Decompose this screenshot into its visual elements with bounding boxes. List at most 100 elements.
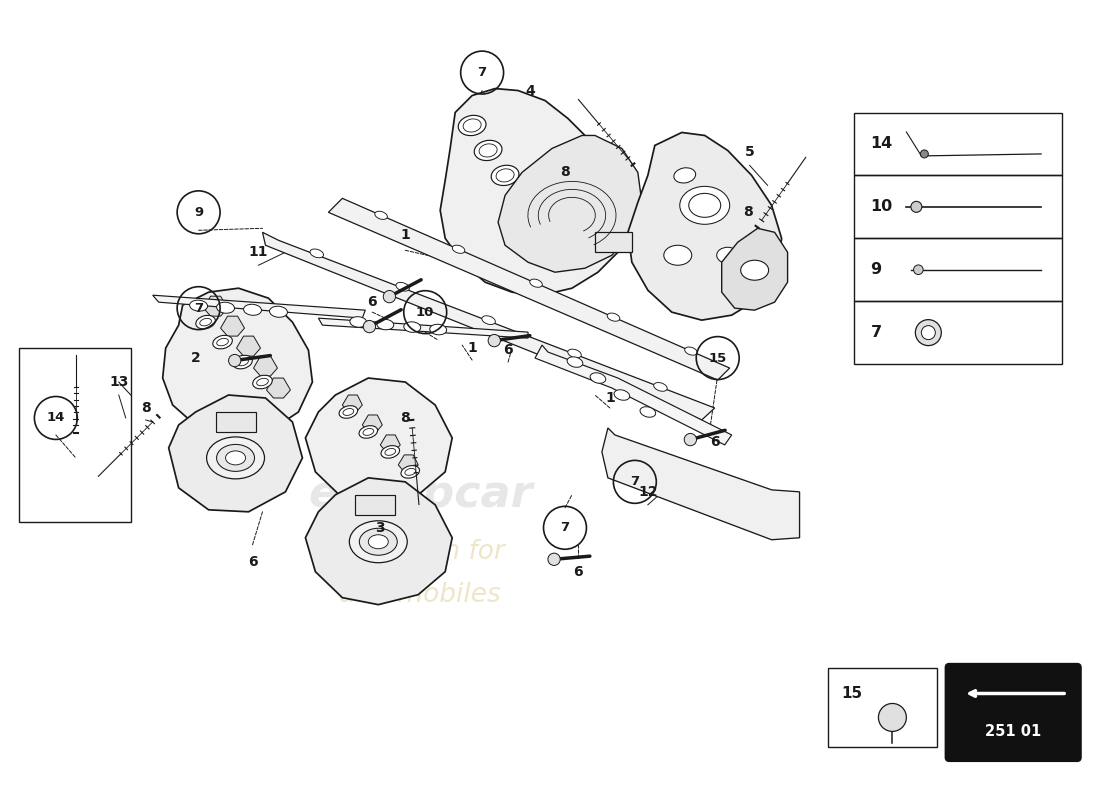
Ellipse shape bbox=[217, 302, 234, 314]
Ellipse shape bbox=[513, 194, 531, 207]
Ellipse shape bbox=[375, 211, 387, 219]
Ellipse shape bbox=[350, 317, 366, 327]
Polygon shape bbox=[318, 318, 528, 338]
Text: 7: 7 bbox=[870, 325, 881, 340]
Ellipse shape bbox=[363, 429, 374, 435]
Polygon shape bbox=[440, 89, 628, 295]
Circle shape bbox=[921, 150, 928, 158]
Polygon shape bbox=[216, 412, 255, 432]
Ellipse shape bbox=[368, 534, 388, 549]
Ellipse shape bbox=[212, 335, 232, 349]
Polygon shape bbox=[498, 135, 641, 272]
Polygon shape bbox=[266, 378, 290, 398]
Text: 10: 10 bbox=[870, 199, 893, 214]
Polygon shape bbox=[362, 415, 383, 432]
Ellipse shape bbox=[607, 313, 619, 322]
Ellipse shape bbox=[508, 190, 536, 210]
Polygon shape bbox=[329, 198, 729, 380]
Text: europcar: europcar bbox=[308, 474, 532, 516]
Ellipse shape bbox=[530, 219, 547, 231]
Ellipse shape bbox=[492, 166, 519, 186]
Text: 1: 1 bbox=[605, 391, 615, 405]
Ellipse shape bbox=[233, 355, 252, 369]
Ellipse shape bbox=[385, 449, 396, 455]
Ellipse shape bbox=[196, 315, 216, 329]
Bar bbox=[855, 175, 1063, 238]
Ellipse shape bbox=[640, 406, 656, 418]
Ellipse shape bbox=[350, 521, 407, 562]
Polygon shape bbox=[263, 232, 715, 420]
Ellipse shape bbox=[226, 451, 245, 465]
Text: 9: 9 bbox=[870, 262, 881, 278]
Text: 3: 3 bbox=[375, 521, 385, 534]
Text: 1: 1 bbox=[468, 341, 477, 355]
Ellipse shape bbox=[381, 446, 399, 458]
Circle shape bbox=[922, 326, 935, 340]
Circle shape bbox=[229, 354, 241, 366]
Polygon shape bbox=[153, 295, 365, 318]
Polygon shape bbox=[398, 455, 418, 472]
Text: 251 01: 251 01 bbox=[986, 724, 1042, 739]
Polygon shape bbox=[381, 435, 400, 452]
Ellipse shape bbox=[689, 194, 720, 218]
Text: 7: 7 bbox=[630, 475, 639, 488]
Text: 5: 5 bbox=[745, 146, 755, 159]
Ellipse shape bbox=[207, 437, 264, 479]
Ellipse shape bbox=[590, 373, 606, 383]
Polygon shape bbox=[163, 288, 312, 438]
Ellipse shape bbox=[310, 249, 323, 258]
Circle shape bbox=[684, 434, 696, 446]
Ellipse shape bbox=[482, 316, 495, 325]
Ellipse shape bbox=[377, 319, 394, 330]
Ellipse shape bbox=[343, 409, 354, 415]
Text: 4: 4 bbox=[525, 83, 535, 98]
Ellipse shape bbox=[253, 375, 273, 389]
Ellipse shape bbox=[217, 338, 229, 346]
Ellipse shape bbox=[653, 382, 668, 391]
Polygon shape bbox=[535, 345, 732, 445]
Ellipse shape bbox=[568, 349, 581, 358]
Text: 7: 7 bbox=[477, 66, 486, 79]
Polygon shape bbox=[342, 395, 362, 412]
Ellipse shape bbox=[663, 246, 692, 266]
Bar bbox=[855, 113, 1063, 175]
Ellipse shape bbox=[396, 282, 409, 291]
Ellipse shape bbox=[359, 426, 377, 438]
Text: 6: 6 bbox=[504, 343, 513, 357]
Text: automobiles: automobiles bbox=[339, 582, 502, 608]
Polygon shape bbox=[355, 495, 395, 515]
Ellipse shape bbox=[404, 322, 420, 332]
Ellipse shape bbox=[525, 216, 551, 234]
Ellipse shape bbox=[200, 318, 211, 326]
Ellipse shape bbox=[402, 466, 419, 478]
Ellipse shape bbox=[243, 304, 262, 315]
Text: 12: 12 bbox=[638, 485, 658, 499]
Text: 15: 15 bbox=[708, 351, 727, 365]
Ellipse shape bbox=[360, 528, 397, 555]
Ellipse shape bbox=[256, 378, 268, 386]
Ellipse shape bbox=[740, 260, 769, 280]
Ellipse shape bbox=[496, 169, 514, 182]
Text: 10: 10 bbox=[416, 306, 434, 318]
Polygon shape bbox=[236, 336, 261, 356]
Ellipse shape bbox=[717, 247, 739, 263]
Ellipse shape bbox=[614, 390, 629, 400]
Polygon shape bbox=[628, 133, 782, 320]
Bar bbox=[855, 301, 1063, 364]
Text: 8: 8 bbox=[742, 206, 752, 219]
Text: 6: 6 bbox=[710, 435, 719, 449]
Circle shape bbox=[914, 265, 923, 274]
Circle shape bbox=[879, 703, 906, 731]
Circle shape bbox=[488, 334, 501, 346]
Bar bbox=[827, 667, 937, 747]
Polygon shape bbox=[221, 316, 244, 336]
Text: a passion for: a passion for bbox=[336, 538, 505, 565]
Text: 8: 8 bbox=[141, 401, 151, 415]
Ellipse shape bbox=[189, 300, 208, 311]
Text: 8: 8 bbox=[400, 411, 410, 425]
Ellipse shape bbox=[530, 279, 542, 287]
Text: 9: 9 bbox=[194, 206, 204, 219]
Text: 14: 14 bbox=[46, 411, 65, 425]
Circle shape bbox=[911, 202, 922, 212]
Text: 14: 14 bbox=[870, 137, 893, 151]
